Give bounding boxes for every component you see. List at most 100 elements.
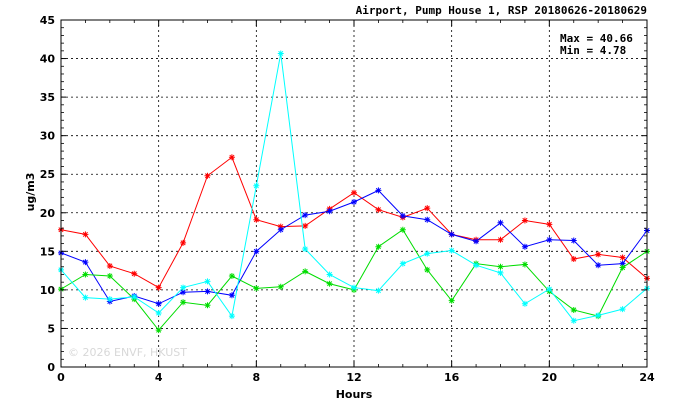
data-point (228, 273, 235, 280)
data-point (180, 239, 187, 246)
data-point (375, 187, 382, 194)
data-point (253, 182, 260, 189)
data-point (570, 237, 577, 244)
data-point (546, 286, 553, 293)
data-point (253, 248, 260, 255)
data-point (424, 216, 431, 223)
tick-marks (60, 19, 648, 368)
data-point (497, 219, 504, 226)
data-point (473, 238, 480, 245)
data-point (546, 236, 553, 243)
data-point (619, 254, 626, 261)
data-point (228, 292, 235, 299)
data-point (375, 206, 382, 213)
data-point (204, 302, 211, 309)
x-tick-label: 4 (155, 371, 163, 384)
x-tick-label: 12 (346, 371, 361, 384)
max-label: Max = 40.66 (560, 32, 633, 45)
data-point (82, 259, 89, 266)
data-point (570, 306, 577, 313)
data-point (131, 293, 138, 300)
data-point (497, 269, 504, 276)
x-tick-labels: 0 4 8 12 16 20 24 (57, 371, 655, 384)
y-tick-label: 45 (40, 14, 55, 27)
data-point (106, 262, 113, 269)
data-point (155, 300, 162, 307)
data-point (351, 198, 357, 205)
data-point (326, 208, 333, 215)
y-tick-label: 40 (40, 53, 56, 66)
data-point (155, 327, 162, 334)
data-point (375, 243, 382, 250)
data-point (302, 268, 309, 275)
data-point (570, 256, 577, 263)
y-tick-label: 5 (47, 322, 55, 335)
data-point (326, 280, 333, 287)
y-tick-label: 15 (40, 245, 55, 258)
x-axis-label: Hours (336, 388, 373, 401)
data-point (570, 317, 577, 324)
x-tick-label: 24 (639, 371, 655, 384)
data-point (351, 284, 357, 291)
data-point (351, 189, 357, 196)
watermark: © 2026 ENVF, HKUST (68, 346, 187, 359)
data-point (595, 262, 602, 269)
data-point (619, 306, 626, 313)
series-group (58, 50, 650, 334)
data-point (106, 273, 113, 280)
y-tick-label: 30 (40, 130, 56, 143)
data-point (302, 246, 309, 253)
data-point (253, 216, 260, 223)
data-point (82, 231, 89, 238)
data-point (180, 289, 187, 296)
min-label: Min = 4.78 (560, 44, 626, 57)
y-tick-label: 10 (40, 284, 56, 297)
y-tick-label: 25 (40, 168, 55, 181)
data-point (106, 296, 113, 303)
data-point (521, 300, 528, 307)
series-3 (58, 226, 650, 334)
data-point (228, 154, 235, 161)
data-point (277, 283, 284, 290)
data-point (326, 271, 333, 278)
data-point (277, 226, 284, 233)
data-point (399, 226, 406, 233)
data-point (521, 243, 528, 250)
series-4 (58, 50, 650, 324)
data-point (595, 312, 602, 319)
data-point (595, 251, 602, 258)
data-point (228, 313, 235, 320)
data-point (375, 287, 382, 294)
y-tick-label: 0 (47, 361, 55, 374)
data-point (399, 212, 406, 219)
data-point (424, 266, 431, 273)
data-point (424, 250, 431, 257)
x-tick-label: 8 (253, 371, 261, 384)
data-point (619, 264, 626, 271)
data-point (180, 284, 187, 291)
data-point (253, 285, 260, 292)
data-point (619, 260, 626, 267)
data-point (155, 284, 162, 291)
data-point (82, 271, 89, 278)
data-point (131, 270, 138, 277)
chart-title: Airport, Pump House 1, RSP 20180626-2018… (356, 4, 647, 17)
data-point (424, 205, 431, 212)
data-point (473, 262, 480, 269)
data-point (521, 217, 528, 224)
y-tick-labels: 0 5 10 15 20 25 30 35 40 45 (40, 14, 56, 374)
data-point (448, 297, 455, 304)
data-point (521, 261, 528, 268)
data-point (497, 236, 504, 243)
data-point (155, 310, 162, 317)
y-tick-label: 20 (40, 207, 56, 220)
data-point (277, 50, 284, 57)
data-point (204, 278, 211, 285)
data-point (448, 247, 455, 254)
x-tick-label: 16 (444, 371, 460, 384)
data-point (302, 212, 309, 219)
x-tick-label: 20 (542, 371, 558, 384)
data-point (277, 223, 284, 230)
data-point (180, 299, 187, 306)
